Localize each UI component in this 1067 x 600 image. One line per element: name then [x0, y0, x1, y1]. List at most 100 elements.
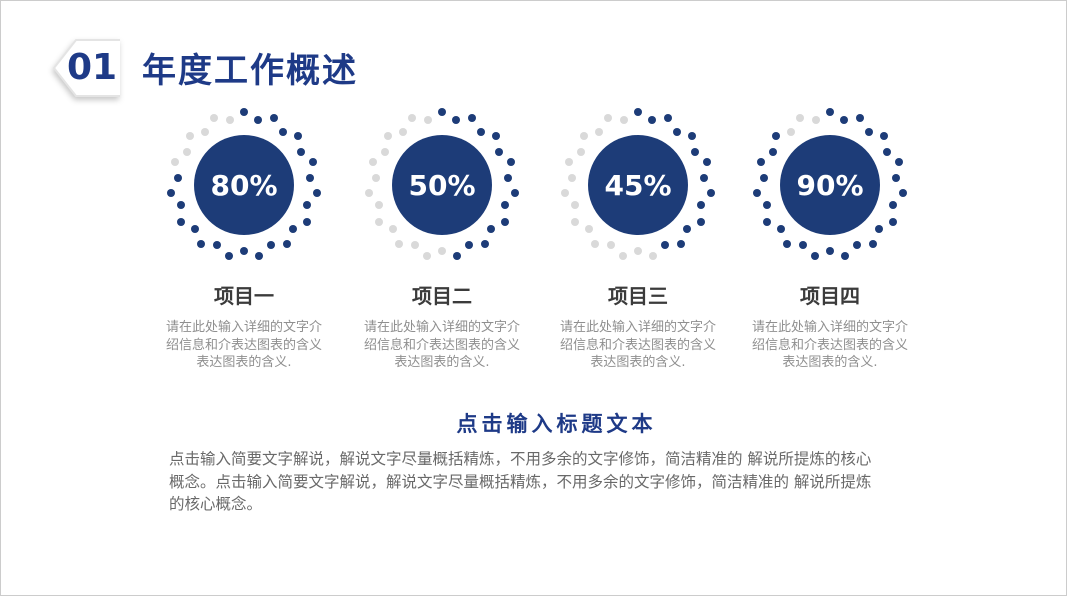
ring-dot: [240, 247, 248, 255]
ring-dot: [507, 158, 516, 167]
body-heading[interactable]: 点击输入标题文本: [456, 412, 657, 436]
ring-dot: [302, 201, 311, 210]
ring-dot: [453, 252, 462, 261]
ring-dot: [170, 158, 179, 167]
ring-dot: [783, 240, 792, 249]
ring-dot: [841, 252, 850, 261]
ring-dot: [683, 225, 692, 234]
ring-dot: [799, 241, 808, 250]
ring-dot: [374, 217, 383, 226]
ring-dot: [190, 225, 199, 234]
ring-dot: [875, 225, 884, 234]
ring-dot: [561, 188, 570, 197]
ring-dot: [647, 116, 656, 125]
ring-dot: [826, 108, 834, 116]
ring-dot: [895, 158, 904, 167]
item-description: 请在此处输入详细的文字介绍信息和介表达图表的含义表达图表的含义.: [363, 320, 520, 370]
ring-dot: [703, 158, 712, 167]
ring-dot: [226, 116, 235, 125]
ring-dot: [503, 174, 512, 183]
ring-dot: [571, 201, 580, 210]
ring-dot: [888, 201, 897, 210]
ring-dot: [305, 174, 314, 183]
stat-item[interactable]: 50% 项目二 请在此处输入详细的文字介绍信息和介表达图表的含义表达图表的含义.: [347, 105, 537, 372]
ring-dot: [607, 241, 616, 250]
ring-dot: [197, 240, 206, 249]
ring-dot: [898, 188, 907, 197]
ring-dot: [383, 132, 392, 141]
ring-dot: [255, 252, 264, 261]
item-title: 项目一: [214, 284, 274, 308]
ring-dot: [210, 114, 219, 123]
ring-dot: [464, 241, 473, 250]
ring-dot: [620, 116, 629, 125]
item-title: 项目三: [608, 284, 668, 308]
ring-dot: [776, 225, 785, 234]
ring-dot: [312, 188, 321, 197]
ring-dot: [810, 252, 819, 261]
ring-dot: [672, 127, 681, 136]
ring-dot: [240, 108, 248, 116]
ring-dot: [380, 148, 389, 156]
ring-dot: [253, 116, 262, 125]
ring-dot: [399, 127, 408, 136]
ring-dot: [604, 114, 613, 123]
ring-dot: [568, 174, 577, 183]
item-description: 请在此处输入详细的文字介绍信息和介表达图表的含义表达图表的含义.: [751, 320, 908, 370]
dotted-progress-ring: 45%: [558, 105, 718, 265]
ring-dot: [595, 127, 604, 136]
ring-dot: [570, 217, 579, 226]
ring-dot: [771, 132, 780, 141]
ring-dot: [753, 188, 762, 197]
stat-item[interactable]: 80% 项目一 请在此处输入详细的文字介绍信息和介表达图表的含义表达图表的含义.: [149, 105, 339, 372]
ring-dot: [303, 217, 312, 226]
ring-dot: [500, 201, 509, 210]
dotted-progress-ring: 80%: [164, 105, 324, 265]
stat-item[interactable]: 90% 项目四 请在此处输入详细的文字介绍信息和介表达图表的含义表达图表的含义.: [735, 105, 925, 372]
ring-dot: [812, 116, 821, 125]
ring-dot: [480, 240, 489, 249]
ring-dot: [438, 247, 446, 255]
ring-dot: [584, 225, 593, 234]
ring-dot: [177, 201, 186, 210]
body-text[interactable]: 点击输入简要文字解说，解说文字尽量概括精炼，不用多余的文字修饰，简洁精准的 解说…: [169, 450, 872, 513]
percent-value: 45%: [604, 168, 672, 202]
ring-dot: [365, 188, 374, 197]
ring-dot: [266, 241, 275, 250]
ring-dot: [889, 217, 898, 226]
percent-circle: 50%: [392, 135, 492, 235]
ring-dot: [388, 225, 397, 234]
ring-dot: [372, 174, 381, 183]
item-title: 项目二: [412, 284, 472, 308]
item-title: 项目四: [800, 284, 860, 308]
percent-value: 50%: [408, 168, 476, 202]
ring-dot: [691, 148, 700, 156]
ring-dot: [864, 127, 873, 136]
ring-dot: [487, 225, 496, 234]
ring-dot: [309, 158, 318, 167]
ring-dot: [510, 188, 519, 197]
percent-value: 80%: [210, 168, 278, 202]
ring-dot: [852, 241, 861, 250]
ring-dot: [883, 148, 892, 156]
section-title[interactable]: 年度工作概述: [142, 51, 358, 91]
ring-dot: [182, 148, 191, 156]
ring-dot: [796, 114, 805, 123]
ring-dot: [176, 217, 185, 226]
ring-dot: [787, 127, 796, 136]
dotted-progress-ring: 90%: [750, 105, 910, 265]
item-description: 请在此处输入详细的文字介绍信息和介表达图表的含义表达图表的含义.: [165, 320, 322, 370]
ring-dot: [880, 132, 889, 141]
ring-dot: [297, 148, 306, 156]
section-number: 01: [67, 47, 118, 88]
ring-dot: [763, 201, 772, 210]
ring-dot: [591, 240, 600, 249]
ring-dot: [855, 114, 864, 123]
ring-dot: [768, 148, 777, 156]
section-number-badge[interactable]: 01: [51, 37, 121, 99]
ring-dot: [826, 247, 834, 255]
stat-item[interactable]: 45% 项目三 请在此处输入详细的文字介绍信息和介表达图表的含义表达图表的含义.: [543, 105, 733, 372]
ring-dot: [467, 114, 476, 123]
ring-dot: [660, 241, 669, 250]
